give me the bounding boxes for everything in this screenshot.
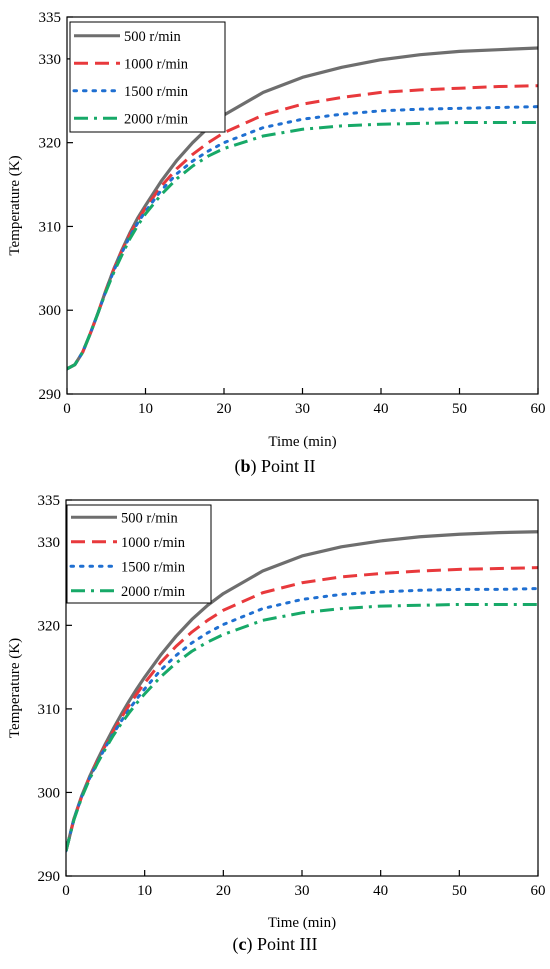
y-tick-label: 290 bbox=[39, 387, 62, 403]
y-tick-label: 300 bbox=[38, 785, 61, 801]
y-tick-label: 330 bbox=[39, 52, 62, 68]
legend-label: 500 r/min bbox=[124, 29, 182, 45]
series-line-1500-r-min bbox=[67, 105, 538, 371]
x-tick-label: 20 bbox=[217, 401, 232, 417]
legend-label: 500 r/min bbox=[121, 510, 179, 526]
panel-caption-letter: c bbox=[239, 934, 247, 954]
panel-caption-letter: b bbox=[240, 456, 250, 476]
series-line-1500-r-min bbox=[66, 587, 538, 853]
legend-box bbox=[69, 21, 226, 133]
y-tick-label: 310 bbox=[38, 702, 61, 718]
x-tick-label: 0 bbox=[62, 883, 70, 899]
legend: 500 r/min 1000 r/min 1500 r/min 2000 r/min bbox=[66, 504, 212, 604]
legend: 500 r/min 1000 r/min 1500 r/min 2000 r/min bbox=[69, 21, 226, 133]
x-axis-title: Time (min) bbox=[268, 434, 336, 450]
y-axis-title: Temperature (K) bbox=[7, 155, 23, 255]
legend-label: 1000 r/min bbox=[121, 535, 186, 551]
x-tick-label: 40 bbox=[373, 883, 388, 899]
y-tick-label: 290 bbox=[38, 869, 61, 885]
x-tick-label: 30 bbox=[295, 883, 310, 899]
x-tick-label: 30 bbox=[295, 401, 310, 417]
legend-label: 1500 r/min bbox=[124, 84, 189, 100]
legend-box bbox=[66, 504, 212, 604]
x-axis-title: Time (min) bbox=[268, 915, 336, 931]
panel-caption-text: Point III bbox=[257, 934, 318, 954]
series-line-1000-r-min bbox=[66, 566, 538, 852]
y-tick-label: 300 bbox=[39, 303, 62, 319]
legend-label: 1000 r/min bbox=[124, 56, 189, 72]
panel-caption: (b) Point II bbox=[234, 456, 315, 477]
series-line-2000-r-min bbox=[67, 121, 538, 371]
x-tick-label: 60 bbox=[531, 401, 546, 417]
series-line-2000-r-min bbox=[66, 602, 538, 852]
x-tick-label: 20 bbox=[216, 883, 231, 899]
x-tick-label: 60 bbox=[531, 883, 546, 899]
y-axis-title: Temperature (K) bbox=[7, 638, 23, 738]
legend-label: 1500 r/min bbox=[121, 559, 186, 575]
legend-label: 2000 r/min bbox=[121, 584, 186, 600]
x-tick-label: 40 bbox=[374, 401, 389, 417]
y-tick-label: 320 bbox=[38, 618, 61, 634]
x-tick-label: 50 bbox=[452, 401, 467, 417]
y-tick-label: 335 bbox=[39, 10, 62, 26]
x-tick-label: 10 bbox=[138, 401, 153, 417]
legend-label: 2000 r/min bbox=[124, 111, 189, 127]
y-tick-label: 335 bbox=[38, 493, 61, 509]
y-tick-label: 330 bbox=[38, 535, 61, 551]
chart-panel: 0 10 20 30 40 50 60 290 300 310 320 330 335 Time (min… bbox=[7, 10, 546, 477]
x-tick-label: 10 bbox=[137, 883, 152, 899]
y-tick-label: 310 bbox=[39, 219, 62, 235]
x-tick-label: 50 bbox=[452, 883, 467, 899]
y-tick-label: 320 bbox=[39, 136, 62, 152]
chart-panel: 0 10 20 30 40 50 60 290 300 310 320 330 335 Time (min… bbox=[7, 493, 546, 955]
x-tick-label: 0 bbox=[63, 401, 71, 417]
panel-caption-text: Point II bbox=[261, 456, 316, 476]
panel-caption: (c) Point III bbox=[233, 934, 318, 955]
